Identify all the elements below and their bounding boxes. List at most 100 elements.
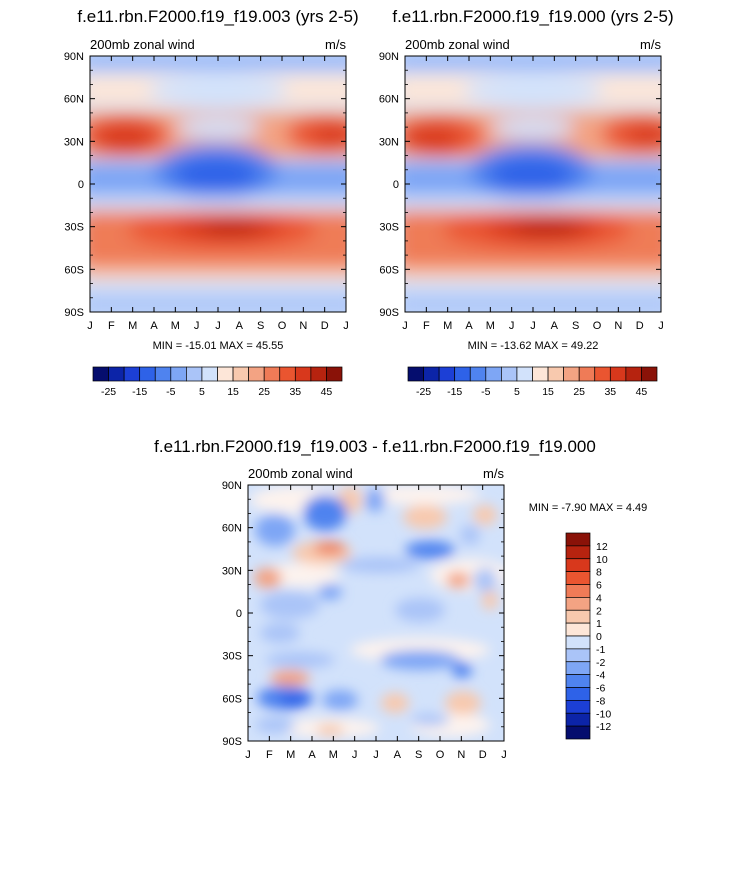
colorbar-swatch [294,366,312,382]
colorbar-swatch [154,366,172,382]
x-tick-label: M [286,749,295,761]
colorbar-swatch [263,366,281,382]
x-tick-label: J [501,749,507,761]
colorbar-swatch [565,545,591,560]
y-tick-label: 60N [64,94,84,106]
colorbar-swatch [201,366,218,382]
colorbar-swatch [423,366,440,382]
colorbar-swatch [565,597,591,611]
panel-2-right-label: m/s [640,37,661,52]
x-tick-label: S [257,320,264,332]
x-tick-label: D [321,320,329,332]
x-tick-label: M [443,320,452,332]
x-tick-label: A [150,320,158,332]
x-tick-label: J [509,320,515,332]
y-tick-label: 30N [222,565,242,577]
y-tick-label: 90N [222,480,242,492]
x-tick-label: F [108,320,115,332]
colorbar-label: 15 [542,386,554,398]
panel-1-field [90,56,346,312]
colorbar-swatch [578,366,596,382]
colorbar-swatch [565,609,591,624]
x-tick-label: J [352,749,358,761]
colorbar-label: -6 [596,683,605,695]
colorbar-swatch [232,366,249,382]
colorbar-label: 5 [199,386,205,398]
colorbar-swatch [565,700,591,714]
colorbar-label: -12 [596,721,611,733]
panel-3-title: f.e11.rbn.F2000.f19_f19.003 - f.e11.rbn.… [154,437,596,456]
y-tick-label: 90N [64,51,84,63]
colorbar-label: -4 [596,670,605,682]
colorbar-swatch [469,366,487,382]
y-tick-label: 30S [379,222,399,234]
x-tick-label: M [171,320,180,332]
y-tick-label: 30N [64,136,84,148]
colorbar-label: 35 [289,386,301,398]
x-tick-label: D [479,749,487,761]
colorbar-label: -1 [596,644,605,656]
y-tick-label: 60N [379,94,399,106]
y-tick-label: 0 [236,608,242,620]
colorbar-label: -25 [416,386,431,398]
colorbar-label: 25 [573,386,585,398]
panel-2-field [405,56,661,312]
x-tick-label: A [308,749,316,761]
colorbar-swatch [565,648,591,663]
y-tick-label: 90S [64,307,84,319]
colorbar-swatch [407,366,424,382]
colorbar-swatch [625,366,642,382]
x-tick-label: O [278,320,287,332]
colorbar-label: 15 [227,386,239,398]
x-tick-label: J [245,749,251,761]
panel-3-axes: J F M A M J J A S O N D J 90N 60N 30N 0 30S 60S 90S [222,480,507,761]
x-tick-label: A [236,320,244,332]
panel-1-right-label: m/s [325,37,346,52]
colorbar-swatch [565,584,591,598]
x-tick-label: O [593,320,602,332]
colorbar-swatch [565,558,591,572]
colorbar-label: 5 [514,386,520,398]
colorbar-swatch [248,366,265,382]
y-tick-label: 0 [78,179,84,191]
colorbar-swatch [326,366,343,382]
colorbar-swatch [565,687,591,701]
x-tick-label: S [572,320,579,332]
y-tick-label: 90S [222,736,242,748]
colorbar-label: -8 [596,695,605,707]
colorbar-swatch [438,366,456,382]
x-tick-label: J [373,749,379,761]
colorbar-swatch [565,712,591,727]
x-tick-label: A [394,749,402,761]
panel-3-stats: MIN = -7.90 MAX = 4.49 [529,502,648,514]
colorbar-label: 4 [596,592,602,604]
colorbar-swatch [217,366,234,382]
colorbar-swatch [501,366,518,382]
x-tick-label: A [465,320,473,332]
colorbar-swatch [565,635,591,650]
x-tick-label: J [343,320,349,332]
colorbar-swatch [565,622,591,637]
x-tick-label: N [457,749,465,761]
colorbar-swatch [563,366,580,382]
colorbar-label: 2 [596,605,602,617]
x-tick-label: N [299,320,307,332]
colorbar-swatch [641,366,658,382]
panel-2-colorbar: -25 -15 -5 5 15 25 35 45 [407,366,658,398]
colorbar-swatch [186,366,203,382]
y-tick-label: 60S [222,693,242,705]
colorbar-label: 10 [596,554,608,566]
x-tick-label: N [614,320,622,332]
colorbar-label: 45 [636,386,648,398]
y-tick-label: 90N [379,51,399,63]
colorbar-label: 45 [321,386,333,398]
colorbar-label: -10 [596,708,611,720]
colorbar-swatch [170,366,187,382]
colorbar-swatch [565,571,591,585]
panel-2-left-label: 200mb zonal wind [405,37,510,52]
x-tick-label: J [194,320,200,332]
colorbar-label: 0 [596,631,602,643]
panel-1-left-label: 200mb zonal wind [90,37,195,52]
